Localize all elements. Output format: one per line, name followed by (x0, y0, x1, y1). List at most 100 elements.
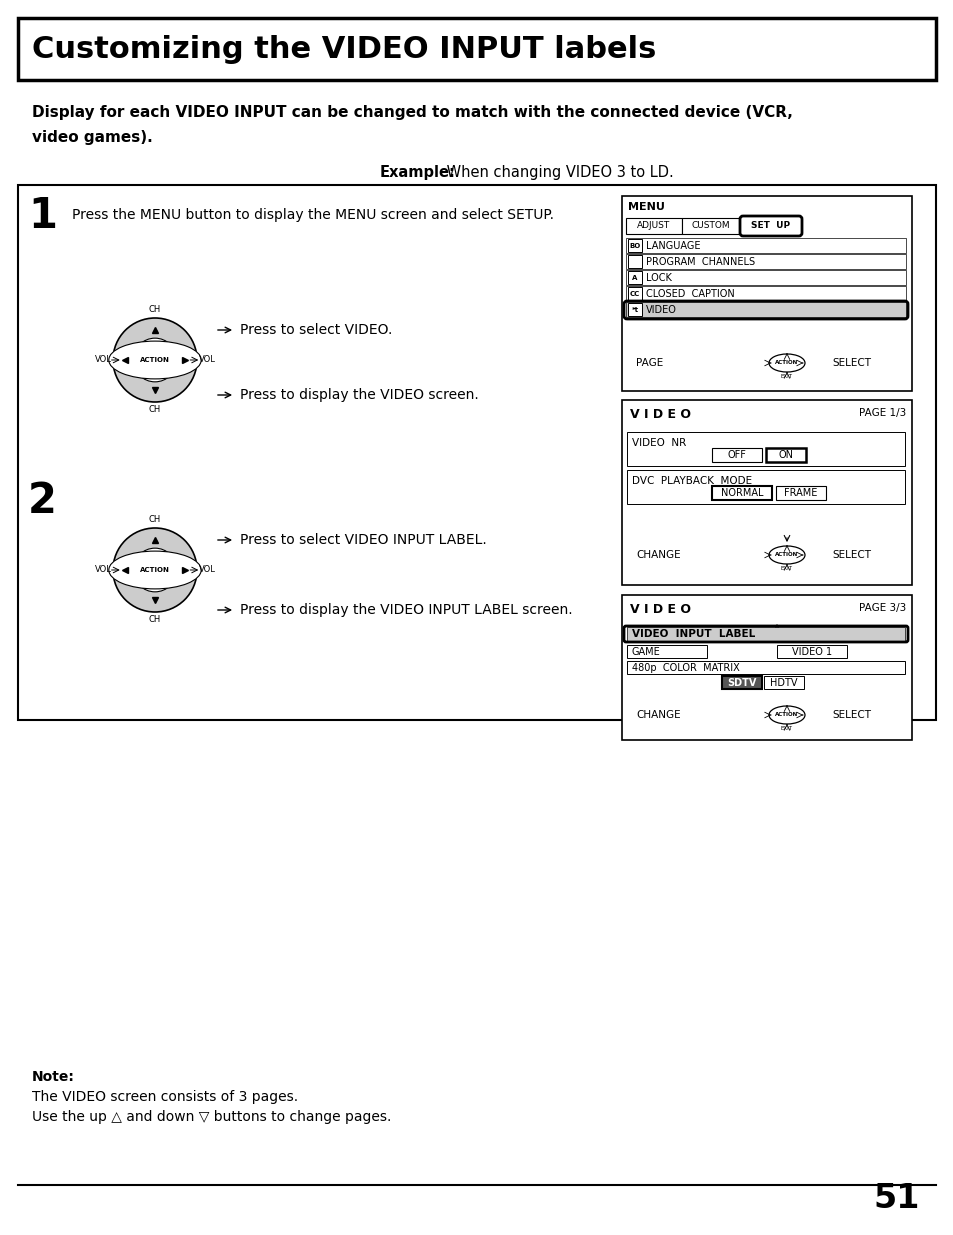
Ellipse shape (768, 706, 804, 724)
Text: VOL: VOL (198, 356, 215, 364)
Bar (776, 645, 846, 658)
Text: SET  UP: SET UP (751, 221, 790, 231)
Bar (763, 676, 803, 689)
Text: MENU: MENU (627, 203, 664, 212)
Text: CHANGE: CHANGE (636, 710, 679, 720)
Text: VOL: VOL (94, 566, 112, 574)
Bar (621, 595, 911, 740)
Text: ON: ON (778, 450, 793, 459)
Text: Press to display the VIDEO screen.: Press to display the VIDEO screen. (240, 388, 478, 403)
Circle shape (133, 338, 176, 382)
Text: HDTV: HDTV (769, 678, 797, 688)
Text: LANGUAGE: LANGUAGE (645, 241, 700, 251)
Bar (681, 219, 740, 233)
Text: A: A (632, 275, 637, 282)
Bar (721, 676, 761, 689)
Text: EXIT: EXIT (781, 567, 792, 572)
Text: Customizing the VIDEO INPUT labels: Customizing the VIDEO INPUT labels (32, 35, 656, 63)
Bar (626, 645, 706, 658)
Text: ACTION: ACTION (140, 567, 170, 573)
Text: SELECT: SELECT (831, 550, 870, 559)
Text: GAME: GAME (631, 647, 660, 657)
Text: When changing VIDEO 3 to LD.: When changing VIDEO 3 to LD. (441, 165, 673, 180)
Bar (625, 303, 905, 317)
Text: CH: CH (149, 305, 161, 315)
Text: BO: BO (629, 243, 640, 249)
Text: ACTION: ACTION (775, 713, 798, 718)
Bar (627, 270, 641, 284)
Text: PAGE 3/3: PAGE 3/3 (858, 603, 905, 613)
Text: ADJUST: ADJUST (637, 221, 670, 231)
Text: ACTION: ACTION (775, 552, 798, 557)
Text: SELECT: SELECT (831, 710, 870, 720)
Text: Example:: Example: (379, 165, 456, 180)
Bar (18, 185, 935, 720)
Bar (625, 238, 905, 253)
Text: OFF: OFF (727, 450, 745, 459)
Text: Press to select VIDEO.: Press to select VIDEO. (240, 324, 392, 337)
Text: 480p  COLOR  MATRIX: 480p COLOR MATRIX (631, 663, 739, 673)
Text: PAGE 1/3: PAGE 1/3 (858, 408, 905, 417)
Text: Press to display the VIDEO INPUT LABEL screen.: Press to display the VIDEO INPUT LABEL s… (240, 603, 572, 618)
Text: CC: CC (629, 291, 639, 296)
Bar (626, 661, 904, 674)
Text: EXIT: EXIT (781, 726, 792, 731)
Text: 2: 2 (28, 480, 57, 522)
Bar (625, 270, 905, 285)
Bar (626, 432, 904, 466)
Text: FRAME: FRAME (783, 488, 817, 498)
Text: The VIDEO screen consists of 3 pages.: The VIDEO screen consists of 3 pages. (32, 1091, 297, 1104)
Bar (625, 287, 905, 301)
Bar (626, 627, 904, 641)
Text: ACTION: ACTION (775, 361, 798, 366)
Text: Press to select VIDEO INPUT LABEL.: Press to select VIDEO INPUT LABEL. (240, 534, 486, 547)
Bar (625, 219, 681, 233)
Text: V I D E O: V I D E O (629, 603, 690, 616)
Text: NORMAL: NORMAL (720, 488, 762, 498)
Bar (627, 303, 641, 316)
Text: EXIT: EXIT (781, 374, 792, 379)
Text: CLOSED  CAPTION: CLOSED CAPTION (645, 289, 734, 299)
Ellipse shape (109, 551, 201, 589)
Circle shape (112, 529, 196, 613)
Text: VIDEO  NR: VIDEO NR (631, 438, 685, 448)
Ellipse shape (109, 341, 201, 379)
Text: CUSTOM: CUSTOM (691, 221, 730, 231)
Text: CHANGE: CHANGE (636, 550, 679, 559)
Bar (711, 448, 761, 462)
Text: Press the MENU button to display the MENU screen and select SETUP.: Press the MENU button to display the MEN… (71, 207, 554, 222)
Bar (621, 196, 911, 391)
Text: 1: 1 (28, 195, 57, 237)
Bar (627, 240, 641, 252)
Text: VIDEO 1: VIDEO 1 (791, 647, 831, 657)
Bar (625, 254, 905, 269)
Text: VIDEO  INPUT  LABEL: VIDEO INPUT LABEL (631, 629, 755, 638)
Ellipse shape (768, 354, 804, 372)
Bar (711, 487, 771, 500)
Text: LOCK: LOCK (645, 273, 671, 283)
FancyBboxPatch shape (740, 216, 801, 236)
Text: VOL: VOL (94, 356, 112, 364)
Text: *t: *t (631, 308, 638, 312)
Circle shape (133, 548, 176, 592)
Bar (621, 400, 911, 585)
Bar (775, 487, 825, 500)
Bar (627, 254, 641, 268)
Text: Note:: Note: (32, 1070, 74, 1084)
Circle shape (112, 317, 196, 403)
Text: 51: 51 (873, 1182, 919, 1215)
Text: video games).: video games). (32, 130, 152, 144)
Text: PAGE: PAGE (636, 358, 662, 368)
Bar (765, 448, 805, 462)
Text: SDTV: SDTV (726, 678, 756, 688)
Text: VIDEO: VIDEO (645, 305, 677, 315)
Text: DVC  PLAYBACK  MODE: DVC PLAYBACK MODE (631, 475, 751, 487)
Text: CH: CH (149, 615, 161, 625)
Text: Use the up △ and down ▽ buttons to change pages.: Use the up △ and down ▽ buttons to chang… (32, 1110, 391, 1124)
Text: PROGRAM  CHANNELS: PROGRAM CHANNELS (645, 257, 755, 267)
Text: CH: CH (149, 405, 161, 415)
Ellipse shape (768, 546, 804, 564)
Text: CH: CH (149, 515, 161, 525)
Bar (627, 287, 641, 300)
Bar (626, 471, 904, 504)
